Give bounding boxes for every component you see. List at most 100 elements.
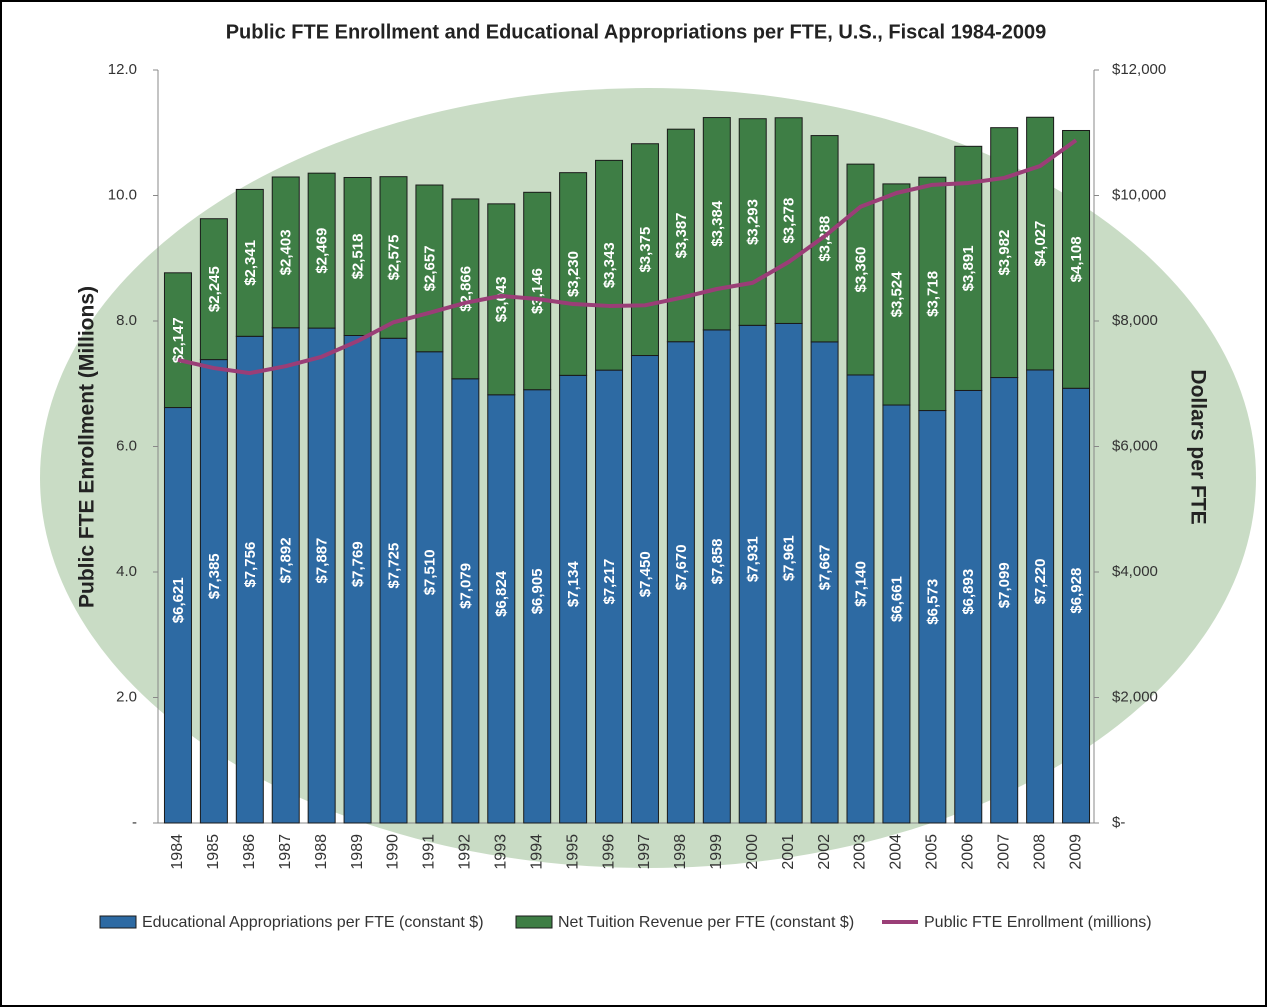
value-label: $7,892 bbox=[278, 537, 295, 583]
value-label: $6,905 bbox=[529, 568, 546, 614]
plot-area: - 2.0 4.0 6.0 8.0 10.0 12.0 $- $2,000 $4,000 $6,00… bbox=[100, 61, 1166, 931]
value-label: $6,824 bbox=[493, 570, 510, 617]
x-tick-label: 1998 bbox=[672, 834, 689, 870]
x-tick-label: 2008 bbox=[1031, 834, 1048, 870]
value-label: $6,621 bbox=[170, 577, 187, 623]
value-label: $3,278 bbox=[781, 198, 798, 244]
y-tick-label: 10.0 bbox=[108, 186, 137, 203]
y-tick-label: 8.0 bbox=[116, 312, 137, 329]
x-tick-label: 2009 bbox=[1067, 834, 1084, 870]
value-label: $2,469 bbox=[314, 228, 331, 274]
y2-tick-label: $4,000 bbox=[1112, 563, 1158, 580]
y2-tick-label: $10,000 bbox=[1112, 186, 1166, 203]
value-label: $2,575 bbox=[385, 235, 402, 281]
x-tick-label: 2007 bbox=[995, 834, 1012, 870]
value-label: $7,769 bbox=[350, 541, 367, 587]
y-tick-label: 2.0 bbox=[116, 688, 137, 705]
x-tick-label: 2001 bbox=[780, 834, 797, 870]
x-tick-label: 2006 bbox=[959, 834, 976, 870]
y2-tick-label: $2,000 bbox=[1112, 688, 1158, 705]
value-label: $7,667 bbox=[817, 545, 834, 591]
value-label: $7,931 bbox=[745, 536, 762, 582]
chart: Public FTE Enrollment and Educational Ap… bbox=[0, 0, 1268, 1008]
y2-tick-label: $- bbox=[1112, 814, 1125, 831]
x-tick-label: 1988 bbox=[313, 834, 330, 870]
value-label: $3,343 bbox=[601, 242, 618, 288]
value-label: $2,657 bbox=[421, 245, 438, 291]
value-label: $7,217 bbox=[601, 559, 618, 605]
value-label: $7,079 bbox=[457, 563, 474, 609]
value-label: $6,661 bbox=[888, 576, 905, 622]
value-label: $3,387 bbox=[673, 212, 690, 258]
value-label: $2,147 bbox=[170, 317, 187, 363]
x-tick-label: 1992 bbox=[457, 834, 474, 870]
value-label: $6,893 bbox=[960, 569, 977, 615]
value-label: $2,341 bbox=[242, 240, 259, 286]
value-label: $3,293 bbox=[745, 199, 762, 245]
legend-label: Net Tuition Revenue per FTE (constant $) bbox=[558, 914, 854, 931]
x-tick-label: 1997 bbox=[636, 834, 653, 870]
value-label: $3,982 bbox=[996, 230, 1013, 276]
y-tick-label: 12.0 bbox=[108, 61, 137, 78]
value-label: $2,518 bbox=[350, 234, 367, 280]
y2-axis-title: Dollars per FTE bbox=[1186, 369, 1209, 524]
x-tick-label: 2004 bbox=[888, 834, 905, 870]
x-tick-label: 1996 bbox=[600, 834, 617, 870]
x-tick-label: 2002 bbox=[816, 834, 833, 870]
value-label: $6,573 bbox=[924, 579, 941, 625]
value-label: $7,220 bbox=[1032, 559, 1049, 605]
value-label: $3,360 bbox=[852, 247, 869, 293]
x-tick-label: 1999 bbox=[708, 834, 725, 870]
chart-title: Public FTE Enrollment and Educational Ap… bbox=[226, 21, 1047, 43]
value-label: $7,099 bbox=[996, 562, 1013, 608]
x-tick-label: 1984 bbox=[169, 834, 186, 870]
value-label: $3,375 bbox=[637, 227, 654, 273]
value-label: $3,718 bbox=[924, 271, 941, 317]
page: {"chart_data": {"type": "bar-line", "tit… bbox=[0, 0, 1268, 1008]
value-label: $4,108 bbox=[1068, 236, 1085, 282]
value-label: $7,510 bbox=[421, 549, 438, 595]
value-label: $6,928 bbox=[1068, 568, 1085, 614]
value-label: $3,384 bbox=[709, 200, 726, 247]
y2-tick-label: $12,000 bbox=[1112, 61, 1166, 78]
legend-swatch bbox=[516, 916, 552, 928]
x-tick-label: 1994 bbox=[528, 834, 545, 870]
value-label: $3,891 bbox=[960, 245, 977, 291]
value-label: $7,858 bbox=[709, 539, 726, 585]
x-tick-label: 1995 bbox=[564, 834, 581, 870]
x-tick-label: 1991 bbox=[421, 834, 438, 870]
legend-swatch bbox=[100, 916, 136, 928]
value-label: $3,146 bbox=[529, 268, 546, 314]
value-label: $3,043 bbox=[493, 276, 510, 322]
value-label: $7,961 bbox=[781, 535, 798, 581]
legend-label: Educational Appropriations per FTE (cons… bbox=[142, 914, 484, 931]
value-label: $2,403 bbox=[278, 229, 295, 275]
y-tick-label: 6.0 bbox=[116, 437, 137, 454]
value-label: $7,140 bbox=[852, 561, 869, 607]
value-label: $7,725 bbox=[385, 543, 402, 589]
x-tick-label: 1993 bbox=[492, 834, 509, 870]
value-label: $7,887 bbox=[314, 538, 331, 584]
x-tick-label: 1987 bbox=[277, 834, 294, 870]
value-label: $7,134 bbox=[565, 561, 582, 608]
value-label: $2,245 bbox=[206, 266, 223, 312]
x-tick-label: 2000 bbox=[744, 834, 761, 870]
y-axis-title: Public FTE Enrollment (Millions) bbox=[76, 286, 99, 608]
y-tick-label: 4.0 bbox=[116, 563, 137, 580]
value-label: $7,756 bbox=[242, 542, 259, 588]
x-tick-label: 1989 bbox=[349, 834, 366, 870]
value-label: $3,230 bbox=[565, 251, 582, 297]
value-label: $3,524 bbox=[888, 271, 905, 318]
x-tick-label: 1985 bbox=[205, 834, 222, 870]
x-tick-label: 2003 bbox=[852, 834, 869, 870]
value-label: $4,027 bbox=[1032, 221, 1049, 267]
value-label: $7,670 bbox=[673, 544, 690, 590]
y2-tick-label: $6,000 bbox=[1112, 437, 1158, 454]
legend-label: Public FTE Enrollment (millions) bbox=[924, 914, 1152, 931]
value-label: $7,450 bbox=[637, 551, 654, 597]
x-tick-label: 2005 bbox=[924, 834, 941, 870]
x-tick-label: 1990 bbox=[385, 834, 402, 870]
value-label: $7,385 bbox=[206, 553, 223, 599]
x-tick-label: 1986 bbox=[241, 834, 258, 870]
y-tick-label: - bbox=[132, 814, 137, 831]
